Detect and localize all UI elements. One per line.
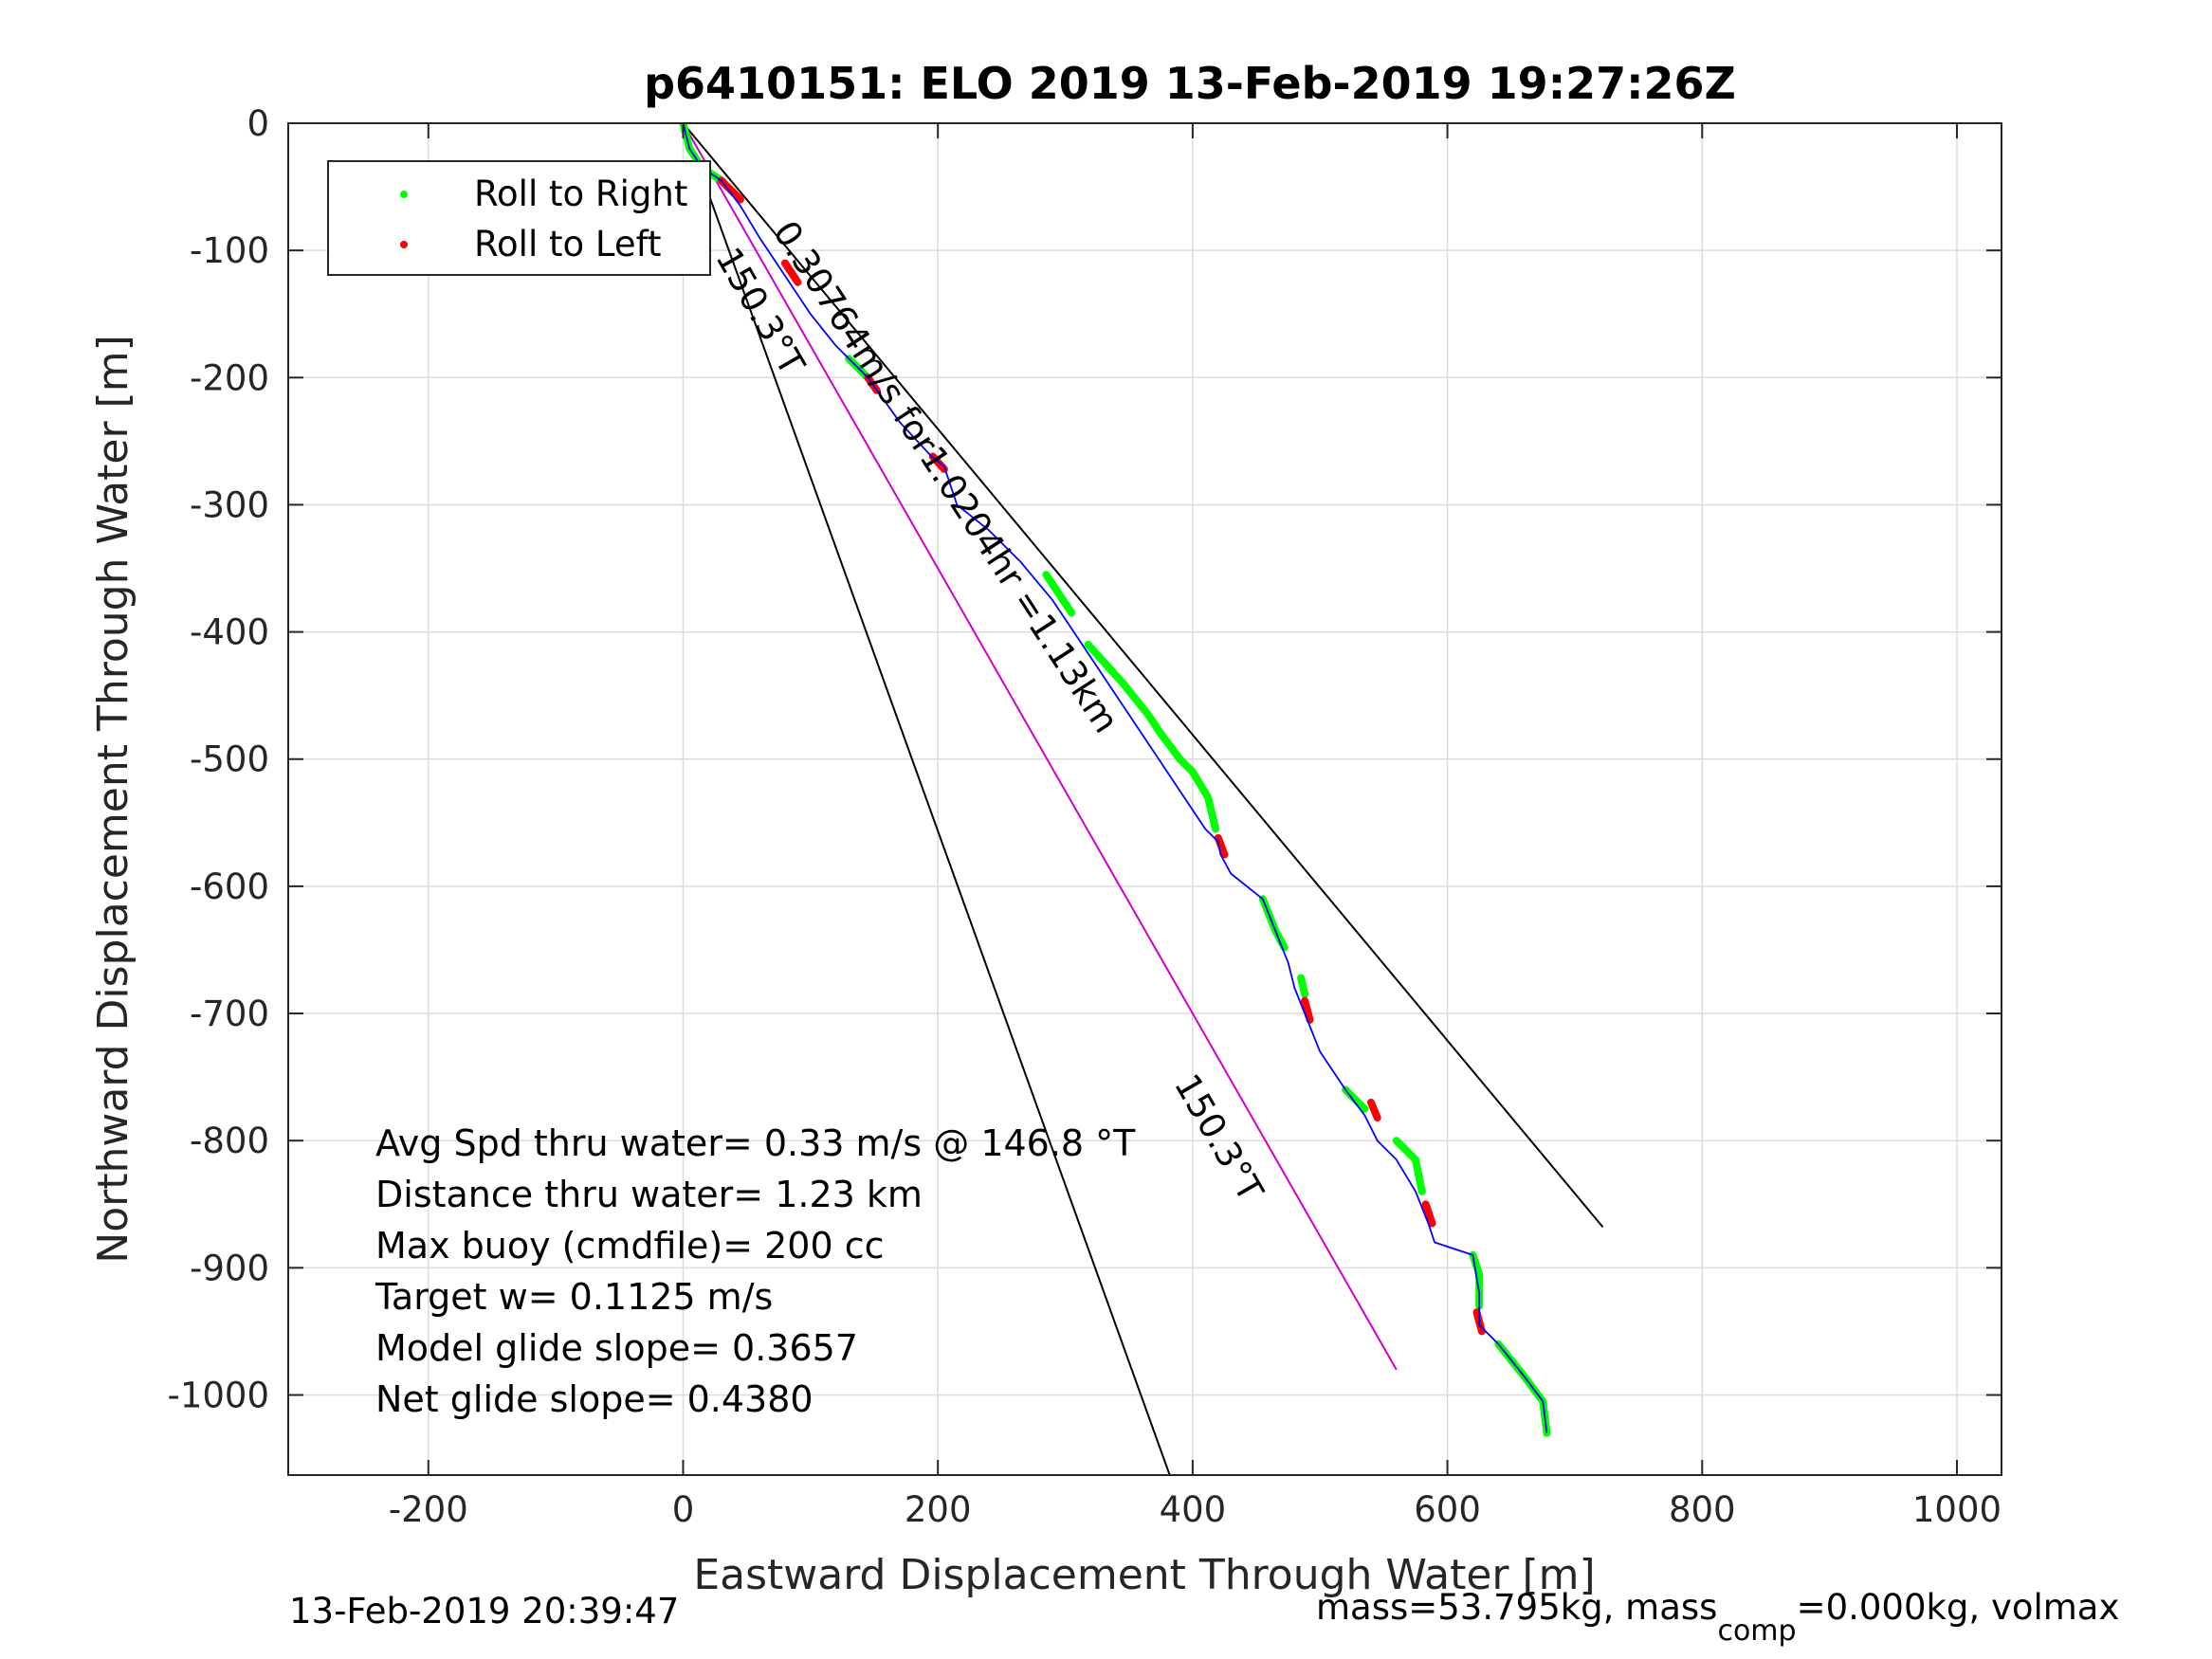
axes-box xyxy=(287,122,2002,1476)
axis-ticks: -200 0 200 400 600 800 1000 0 -100 -200 -300 -400 -5… xyxy=(167,103,2002,1530)
x-tick-label: 1000 xyxy=(1912,1489,2002,1530)
stat-avg-speed: Avg Spd thru water= 0.33 m/s @ 146.8 °T xyxy=(375,1122,1136,1164)
x-tick-label: 200 xyxy=(905,1489,972,1530)
legend-label-roll-right: Roll to Right xyxy=(474,173,687,214)
footer-mass-prefix: mass=53.795kg, mass xyxy=(1316,1587,1717,1628)
legend-marker-roll-left xyxy=(400,241,408,248)
legend-box xyxy=(327,160,711,276)
roll-right-segment xyxy=(1042,571,1076,617)
stat-max-buoy: Max buoy (cmdfile)= 200 cc xyxy=(375,1225,885,1267)
x-tick-label: 400 xyxy=(1160,1489,1227,1530)
legend-label-roll-left: Roll to Left xyxy=(474,224,662,264)
plot-area xyxy=(679,123,1604,1475)
y-tick-label: -1000 xyxy=(167,1375,269,1415)
roll-right-segment xyxy=(1392,1137,1426,1195)
x-tick-label: 800 xyxy=(1669,1489,1736,1530)
y-tick-label: -400 xyxy=(190,612,269,653)
y-tick-label: -900 xyxy=(190,1248,269,1288)
stat-model-glide-slope: Model glide slope= 0.3657 xyxy=(375,1327,858,1369)
roll-left-segment xyxy=(1301,996,1314,1024)
stat-net-glide-slope: Net glide slope= 0.4380 xyxy=(375,1378,814,1420)
annotation-label: 0.30764m/s for1.0204hr =1.13km xyxy=(765,213,1126,739)
roll-left-segment xyxy=(1421,1200,1436,1228)
y-axis-label: Northward Displacement Through Water [m] xyxy=(89,335,137,1263)
roll-left-segment xyxy=(781,259,802,286)
roll-right-segment xyxy=(1494,1340,1551,1437)
roll-right-segment xyxy=(1084,641,1165,738)
footer-mass-info: mass=53.795kg, masscomp=0.000kg, volmax xyxy=(1316,1587,2119,1648)
x-tick-label: -200 xyxy=(389,1489,468,1530)
grid-lines xyxy=(288,122,2002,1475)
y-tick-label: -700 xyxy=(190,994,269,1034)
footer-timestamp: 13-Feb-2019 20:39:47 xyxy=(289,1591,679,1632)
y-tick-label: -300 xyxy=(190,484,269,525)
y-tick-label: -500 xyxy=(190,739,269,780)
course-line xyxy=(682,123,1604,1229)
legend-marker-roll-right xyxy=(400,191,408,198)
x-tick-label: 0 xyxy=(672,1489,695,1530)
y-tick-label: -800 xyxy=(190,1121,269,1161)
y-tick-label: -200 xyxy=(190,357,269,398)
footer-mass-suffix: =0.000kg, volmax xyxy=(1797,1587,2120,1628)
y-tick-label: 0 xyxy=(247,103,269,144)
x-axis-label: Eastward Displacement Through Water [m] xyxy=(693,1551,1595,1599)
roll-left-segment xyxy=(1214,833,1229,859)
annotations: 0.30764m/s for1.0204hr =1.13km150.3°T150… xyxy=(707,213,1271,1208)
legend: Roll to Right Roll to Left xyxy=(327,160,711,276)
roll-right-segment xyxy=(1297,974,1309,998)
track-line xyxy=(682,123,1548,1433)
roll-right-segment xyxy=(1157,729,1220,833)
heading-line xyxy=(682,123,1171,1475)
footer-mass-subscript: comp xyxy=(1717,1614,1796,1648)
stat-target-w: Target w= 0.1125 m/s xyxy=(375,1276,773,1318)
x-tick-label: 600 xyxy=(1414,1489,1481,1530)
stat-distance: Distance thru water= 1.23 km xyxy=(375,1174,923,1215)
y-tick-label: -600 xyxy=(190,866,269,907)
stats-block: Avg Spd thru water= 0.33 m/s @ 146.8 °T … xyxy=(375,1122,1136,1420)
annotation-label: 150.3°T xyxy=(1166,1067,1271,1209)
roll-left-segment xyxy=(1367,1098,1381,1121)
current-line xyxy=(682,123,1398,1371)
y-tick-label: -100 xyxy=(190,230,269,271)
chart-title: p6410151: ELO 2019 13-Feb-2019 19:27:26Z xyxy=(644,58,1736,109)
